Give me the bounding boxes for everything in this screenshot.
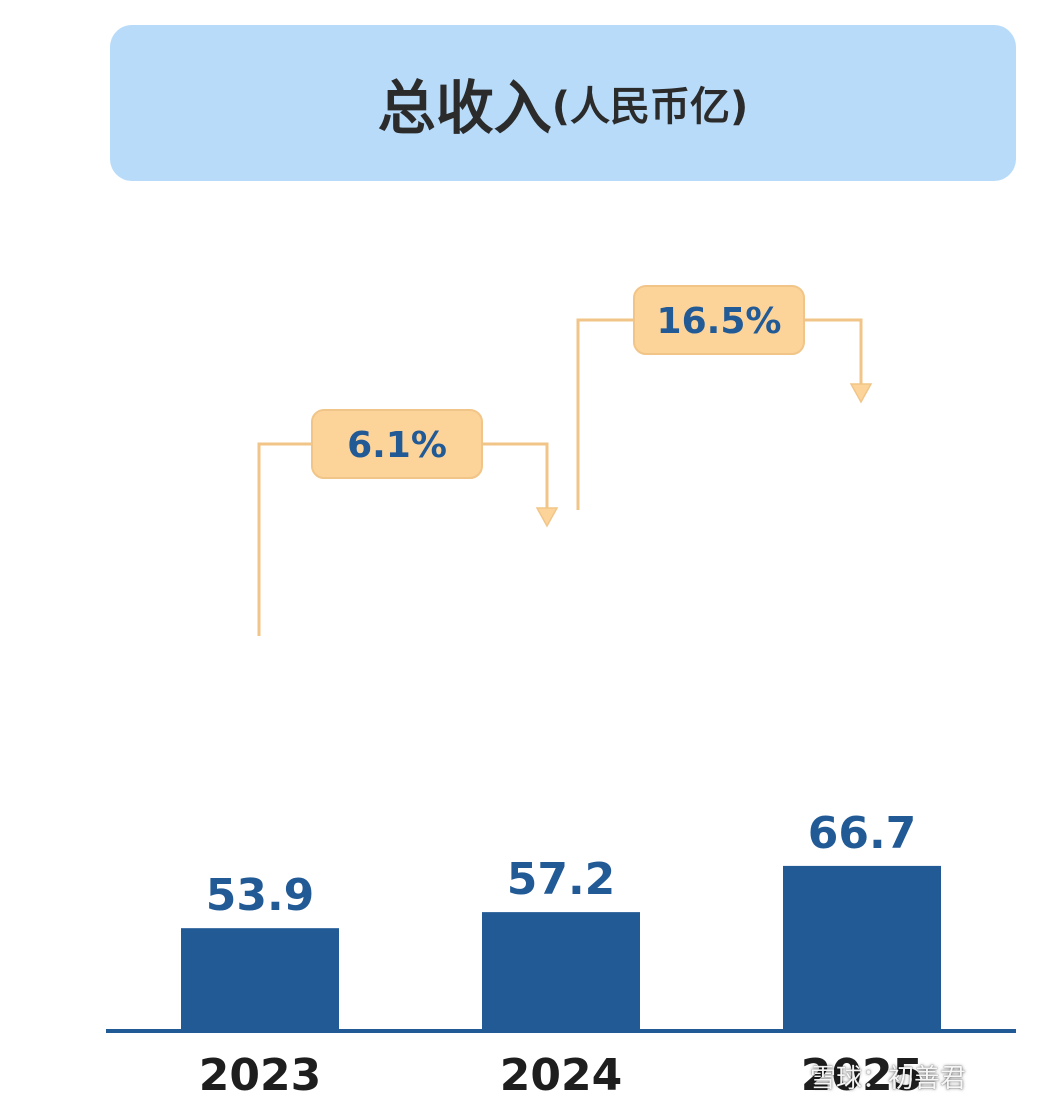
value-label-2025: 66.7 xyxy=(808,808,917,859)
growth-label-2: 16.5% xyxy=(657,301,782,342)
chart-title: 总收入 xyxy=(377,74,552,142)
chart-title-unit: (人民币亿) xyxy=(551,84,749,130)
growth-arrowhead-2 xyxy=(849,383,873,404)
growth-arrowhead-1 xyxy=(535,507,559,528)
x-tick-label-2024: 2024 xyxy=(500,1050,622,1101)
value-label-2023: 53.9 xyxy=(206,870,315,921)
bar-2023 xyxy=(181,928,339,1030)
x-tick-label-2025: 2025 xyxy=(801,1050,923,1101)
x-tick-label-2023: 2023 xyxy=(199,1050,321,1101)
watermark: 雪球：初善君 xyxy=(810,1064,967,1094)
bar-2024 xyxy=(482,912,640,1030)
growth-badge-1 xyxy=(311,409,483,479)
value-label-2024: 57.2 xyxy=(507,854,616,905)
growth-badge-2 xyxy=(633,285,805,355)
title-banner: 总收入 (人民币亿) xyxy=(110,25,1016,181)
growth-label-1: 6.1% xyxy=(347,425,447,466)
bar-2025 xyxy=(783,865,941,1030)
